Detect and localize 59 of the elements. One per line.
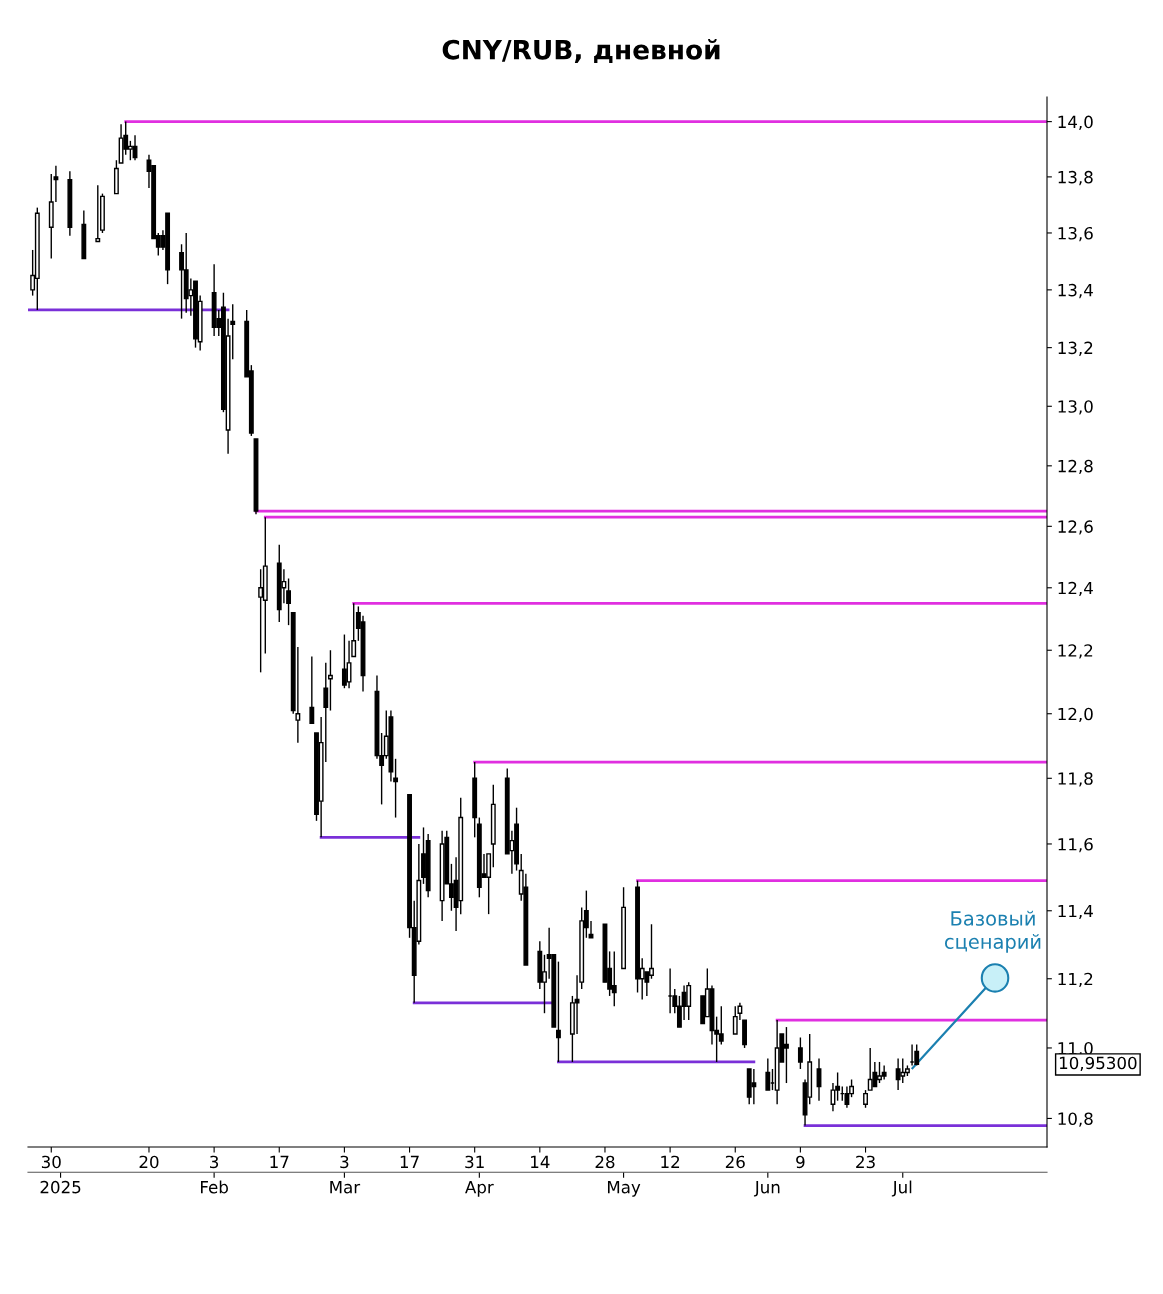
y-tick-label: 12,8 <box>1058 459 1093 475</box>
chart-title: CNY/RUB, дневной <box>442 39 720 64</box>
y-tick-label: 11,2 <box>1058 972 1093 988</box>
x-tick-label: 3 <box>210 1155 219 1169</box>
candlestick <box>881 1064 887 1081</box>
x-tick-label: 28 <box>595 1155 615 1169</box>
x2-tick-label: Apr <box>465 1181 494 1197</box>
y-tick-label: 12,4 <box>1058 581 1093 597</box>
x-tick-label: 3 <box>340 1155 349 1169</box>
candlestick <box>900 1057 906 1084</box>
candlestick <box>718 1005 724 1046</box>
candlestick <box>309 655 315 725</box>
y-tick-label: 12,0 <box>1058 707 1093 722</box>
candlestick <box>486 853 492 915</box>
candlestick <box>258 568 264 674</box>
candlestick <box>611 950 617 1007</box>
y-tick-label: 12,2 <box>1058 644 1093 659</box>
candlestick <box>555 960 561 1063</box>
y-tick-label: 13,2 <box>1058 341 1093 356</box>
y-tick-label: 13,6 <box>1058 226 1093 242</box>
y-tick-label: 11,0 <box>1058 1041 1093 1057</box>
candlestick <box>732 1005 738 1035</box>
x-tick-label: 26 <box>725 1155 745 1169</box>
candlestick <box>867 1047 873 1091</box>
x-tick-label: 12 <box>661 1155 680 1168</box>
x2-tick-label: Feb <box>201 1180 228 1194</box>
y-tick-label: 13,4 <box>1058 283 1093 299</box>
x-tick-label: 9 <box>796 1155 805 1169</box>
y-tick-label: 11,6 <box>1058 837 1093 853</box>
x-tick-label: 31 <box>465 1155 484 1169</box>
x-tick-label: 17 <box>270 1155 289 1168</box>
candlestick <box>797 1036 803 1070</box>
y-tick-label: 12,6 <box>1058 520 1093 535</box>
y-tick-label: 11,4 <box>1058 904 1093 920</box>
y-tick-label: 10,8 <box>1058 1112 1093 1127</box>
candlestick <box>95 184 101 243</box>
x2-tick-label: Jun <box>753 1181 780 1197</box>
candlestick <box>328 649 333 712</box>
x-tick-label: 17 <box>400 1155 419 1168</box>
x2-tick-label: Jul <box>891 1180 912 1197</box>
candlestick <box>895 1057 901 1091</box>
x-tick-label: 23 <box>856 1155 875 1169</box>
candlestick <box>341 633 347 689</box>
text: 10,95300 <box>1059 1056 1137 1071</box>
y-tick-label: 13,0 <box>1058 400 1093 415</box>
x2-tick-label: May <box>607 1181 641 1197</box>
y-tick-label: 11,8 <box>1058 772 1093 787</box>
candlestick <box>844 1085 850 1109</box>
candlestick <box>765 1057 771 1091</box>
x-tick-label: 14 <box>531 1155 550 1168</box>
candlestick <box>751 1068 757 1105</box>
annotation: Базовый сценарий <box>945 910 1041 953</box>
x-tick-label: 30 <box>41 1155 61 1169</box>
candlestick <box>686 981 692 1021</box>
y-tick-label: 14,0 <box>1058 115 1093 130</box>
x2-tick-label: Mar <box>330 1181 361 1194</box>
x-tick-label: 20 <box>139 1155 159 1169</box>
x2-tick-label: 2025 <box>40 1180 81 1194</box>
y-tick-label: 13,8 <box>1058 170 1093 186</box>
